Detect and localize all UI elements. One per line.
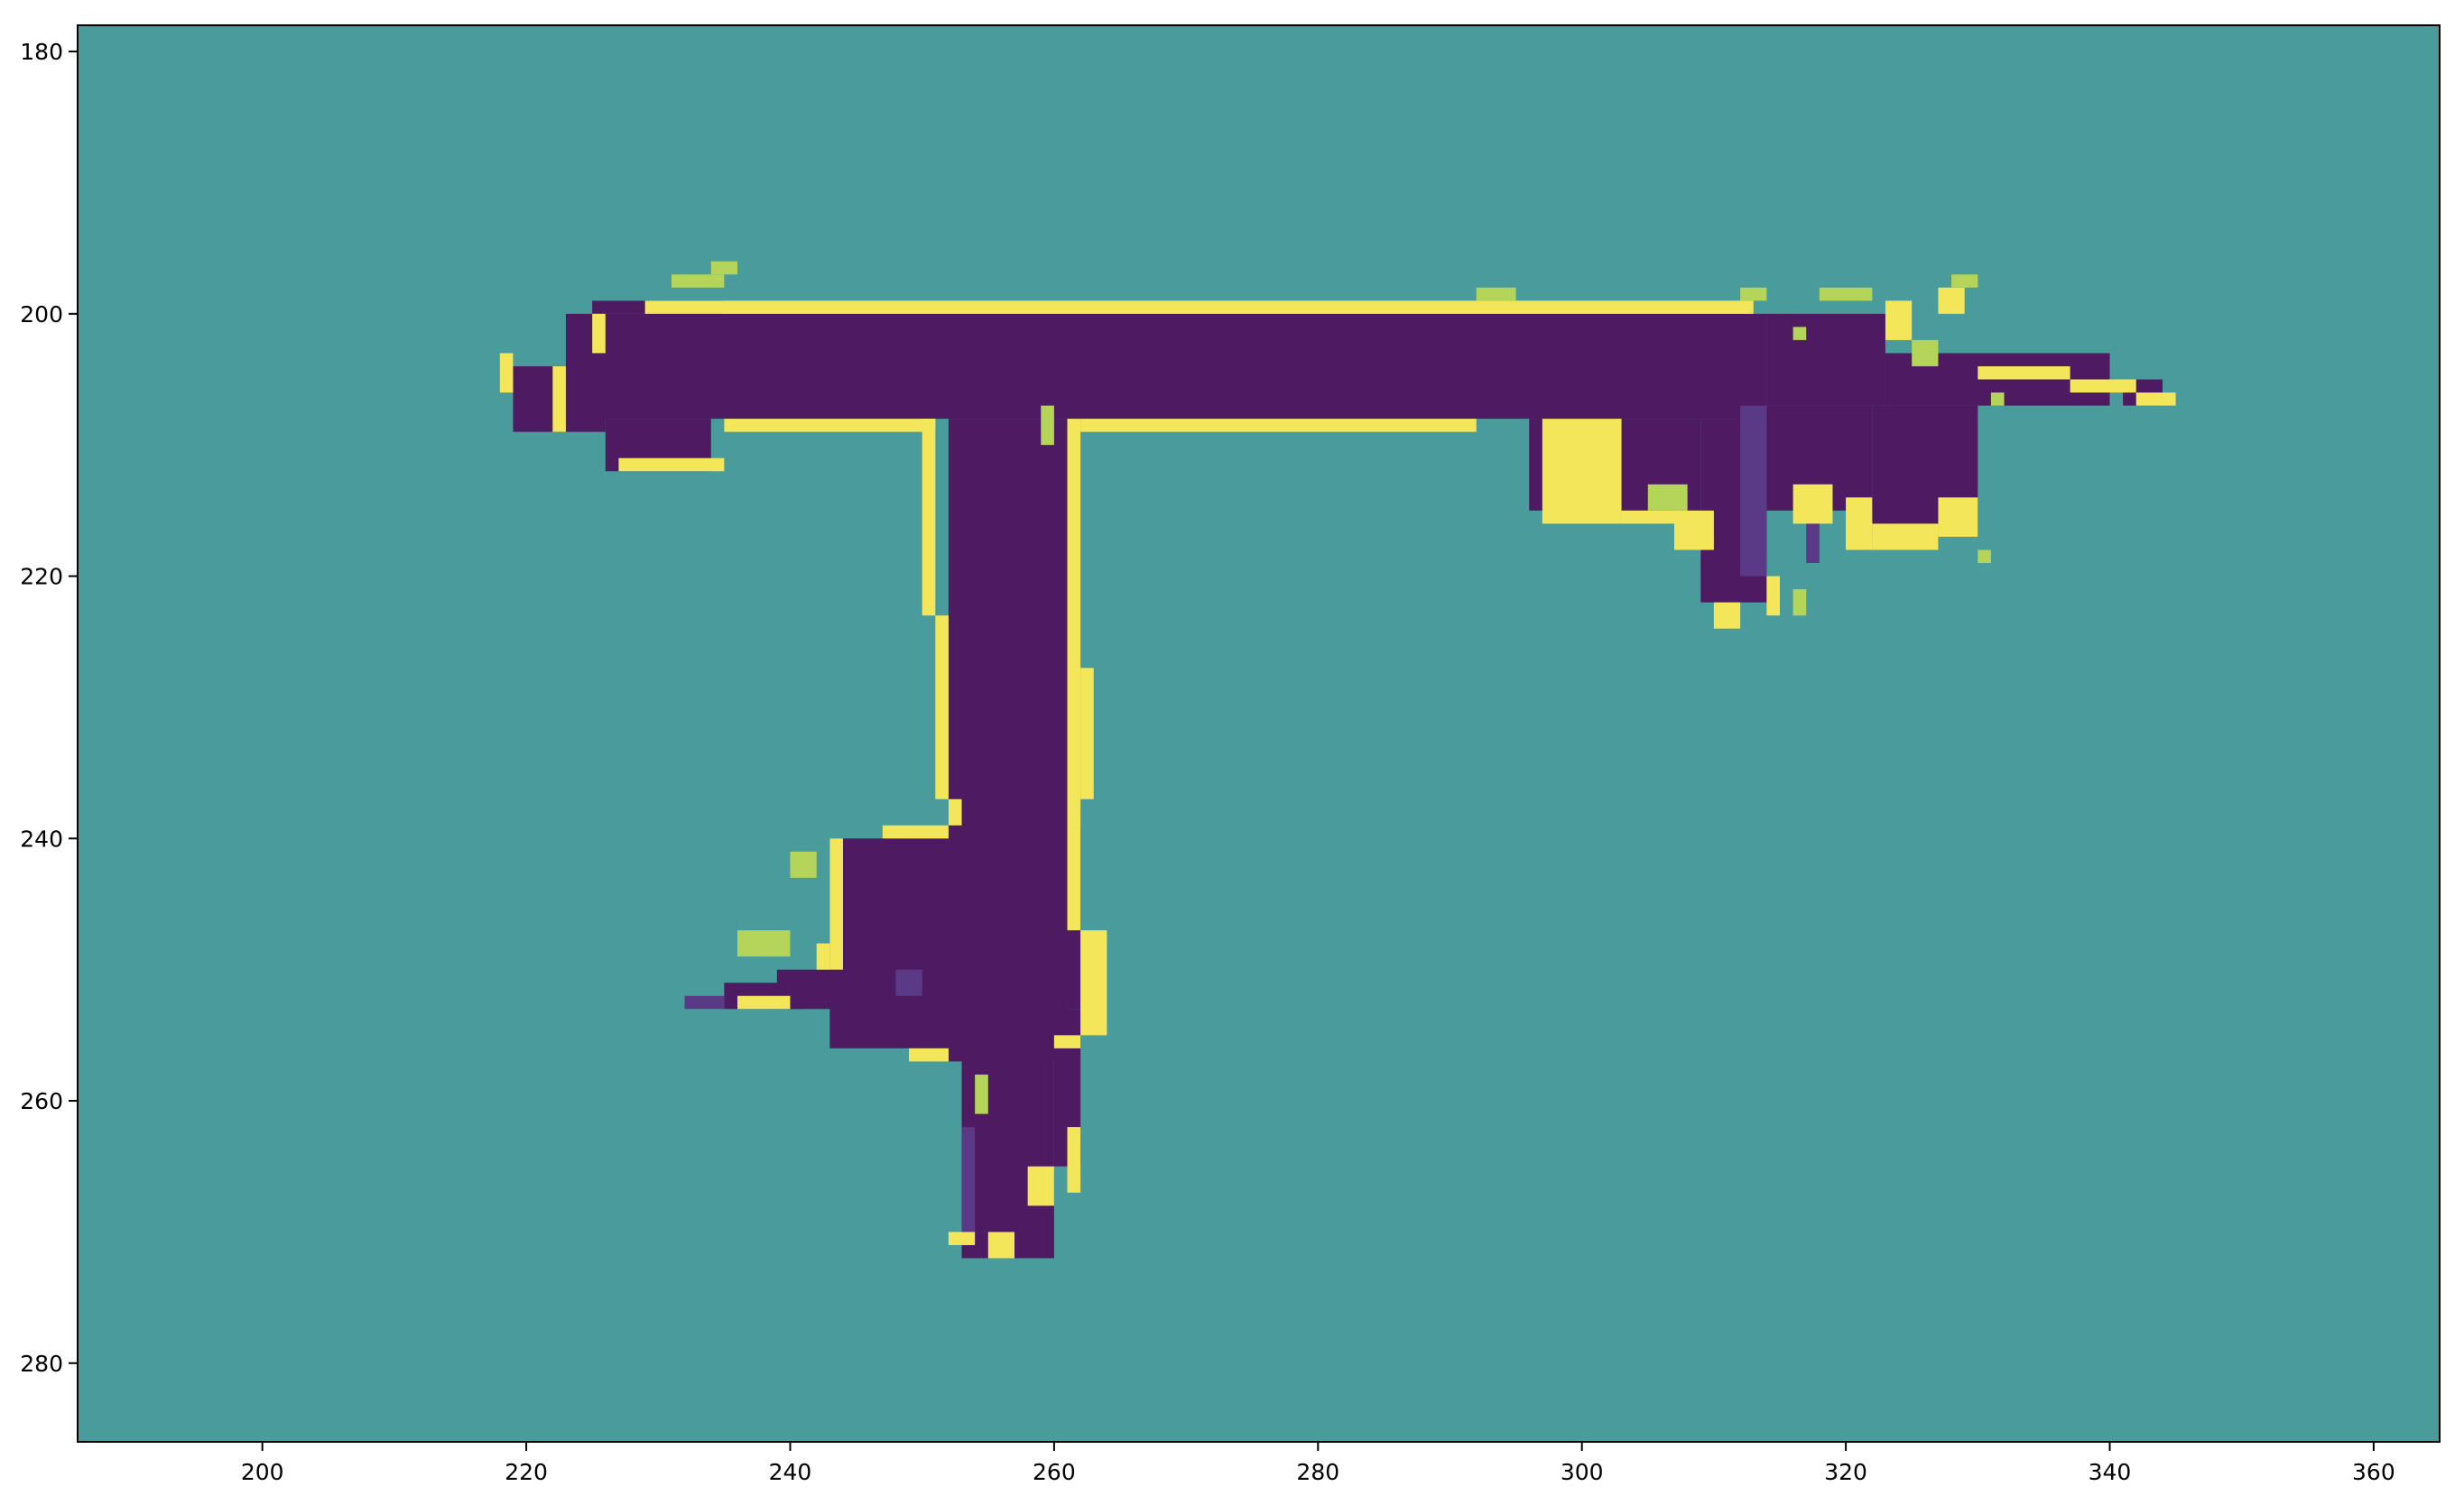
heatmap-cell-edge-2 — [1080, 419, 1477, 432]
heatmap-cell-edge-soft-11 — [790, 851, 817, 878]
x-tick-label-280: 280 — [1296, 1459, 1339, 1485]
heatmap-cells — [78, 25, 2440, 1442]
plot-frame — [77, 24, 2441, 1443]
heatmap-cell-edge-10 — [882, 825, 949, 839]
heatmap-cell-edge-7 — [922, 419, 936, 616]
heatmap-cell-edge-soft-12 — [737, 930, 791, 957]
heatmap-cell-edge-19 — [987, 1232, 1015, 1259]
heatmap-cell-edge-11 — [829, 838, 843, 970]
heatmap-cell-edge-8 — [935, 615, 949, 799]
y-axis: 180 200 220 240 260 280 — [20, 39, 78, 1377]
heatmap-cell-edge-29 — [1846, 497, 1873, 550]
heatmap-cell-edge-6 — [618, 457, 725, 472]
y-tick-label-180: 180 — [20, 39, 63, 65]
x-tick-label-200: 200 — [241, 1459, 284, 1485]
heatmap-cell-edge-3 — [592, 313, 606, 354]
heatmap-cell-edge-30 — [1872, 523, 1939, 550]
heatmap-cell-edge-28 — [1792, 484, 1833, 524]
x-axis: 200 220 240 260 280 300 320 340 360 — [241, 1442, 2395, 1485]
heatmap-cell-edge-23 — [1542, 419, 1622, 524]
y-tick-label-280: 280 — [20, 1351, 63, 1377]
heatmap-cell-edge-34 — [1978, 365, 2070, 380]
heatmap-cell-edge-soft-4 — [1819, 287, 1873, 301]
heatmap-cell-edge-soft-0 — [671, 274, 725, 288]
heatmap-cell-edge-soft-8 — [1912, 339, 1939, 366]
heatmap-cell-edge-soft-13 — [975, 1074, 988, 1114]
heatmap-cell-free-13 — [829, 838, 962, 1048]
x-tick-label-360: 360 — [2352, 1459, 2395, 1485]
heatmap-background — [78, 25, 2440, 1442]
heatmap-cell-edge-12 — [816, 943, 830, 970]
heatmap-cell-edge-0 — [644, 300, 1754, 314]
heatmap-cell-edge-13 — [1067, 419, 1081, 931]
heatmap-cell-edge-31 — [1938, 497, 1978, 537]
heatmap-cell-edge-27 — [1766, 576, 1780, 616]
heatmap-cell-edge-1 — [724, 419, 936, 432]
heatmap-cell-free-4 — [1766, 313, 1885, 406]
heatmap-cell-edge-22 — [737, 995, 791, 1010]
heatmap-cell-edge-17 — [1067, 1127, 1081, 1193]
heatmap-cell-edge-soft-2 — [1476, 287, 1516, 301]
heatmap-cell-edge-soft-10 — [1041, 405, 1054, 446]
y-tick-label-260: 260 — [20, 1088, 63, 1114]
heatmap-cell-edge-15 — [1080, 930, 1107, 1036]
heatmap-cell-edge-24 — [1621, 510, 1688, 524]
y-tick-label-220: 220 — [20, 564, 63, 590]
heatmap-cell-edge-33 — [1938, 287, 1965, 314]
x-tick-label-340: 340 — [2089, 1459, 2132, 1485]
heatmap-cell-edge-9 — [948, 799, 962, 826]
heatmap-cell-edge-21 — [909, 1048, 949, 1062]
heatmap-cell-edge-32 — [1885, 300, 1913, 340]
heatmap-cell-free-light-3 — [1740, 405, 1767, 577]
heatmap-cell-free-light-1 — [895, 969, 922, 996]
y-tick-label-240: 240 — [20, 826, 63, 852]
heatmap-cell-free-0 — [565, 313, 1767, 420]
heatmap-cell-edge-soft-15 — [1978, 549, 1991, 564]
heatmap-cell-edge-soft-1 — [710, 261, 738, 275]
heatmap-cell-free-16 — [961, 1009, 1054, 1259]
x-tick-label-300: 300 — [1561, 1459, 1604, 1485]
heatmap-cell-edge-soft-14 — [1792, 589, 1807, 616]
heatmap-cell-edge-26 — [1713, 602, 1741, 629]
heatmap-cell-edge-14 — [1080, 668, 1094, 799]
heatmap-cell-free-12 — [948, 825, 1081, 1010]
x-tick-label-260: 260 — [1033, 1459, 1076, 1485]
heatmap-cell-edge-4 — [552, 365, 566, 432]
heatmap-cell-edge-5 — [499, 353, 514, 393]
heatmap-cell-free-light-2 — [684, 995, 725, 1010]
heatmap-cell-edge-35 — [2070, 379, 2136, 393]
heatmap-cell-edge-25 — [1674, 510, 1714, 550]
x-tick-label-320: 320 — [1824, 1459, 1867, 1485]
heatmap-cell-edge-soft-5 — [1951, 274, 1978, 288]
x-tick-label-240: 240 — [769, 1459, 812, 1485]
heatmap-cell-edge-soft-3 — [1740, 287, 1767, 301]
heatmap-cell-edge-soft-6 — [1647, 484, 1688, 511]
heatmap-cell-edge-soft-7 — [1792, 327, 1807, 340]
heatmap-cell-edge-20 — [948, 1232, 976, 1245]
heatmap-cell-edge-16 — [1053, 1035, 1081, 1048]
heatmap-cell-edge-36 — [2135, 392, 2176, 406]
x-tick-label-220: 220 — [505, 1459, 548, 1485]
heatmap-cell-edge-soft-9 — [1990, 392, 2005, 406]
heatmap-cell-edge-18 — [1027, 1166, 1054, 1206]
heatmap-cell-free-light-0 — [961, 1127, 976, 1245]
y-tick-label-200: 200 — [20, 301, 63, 328]
